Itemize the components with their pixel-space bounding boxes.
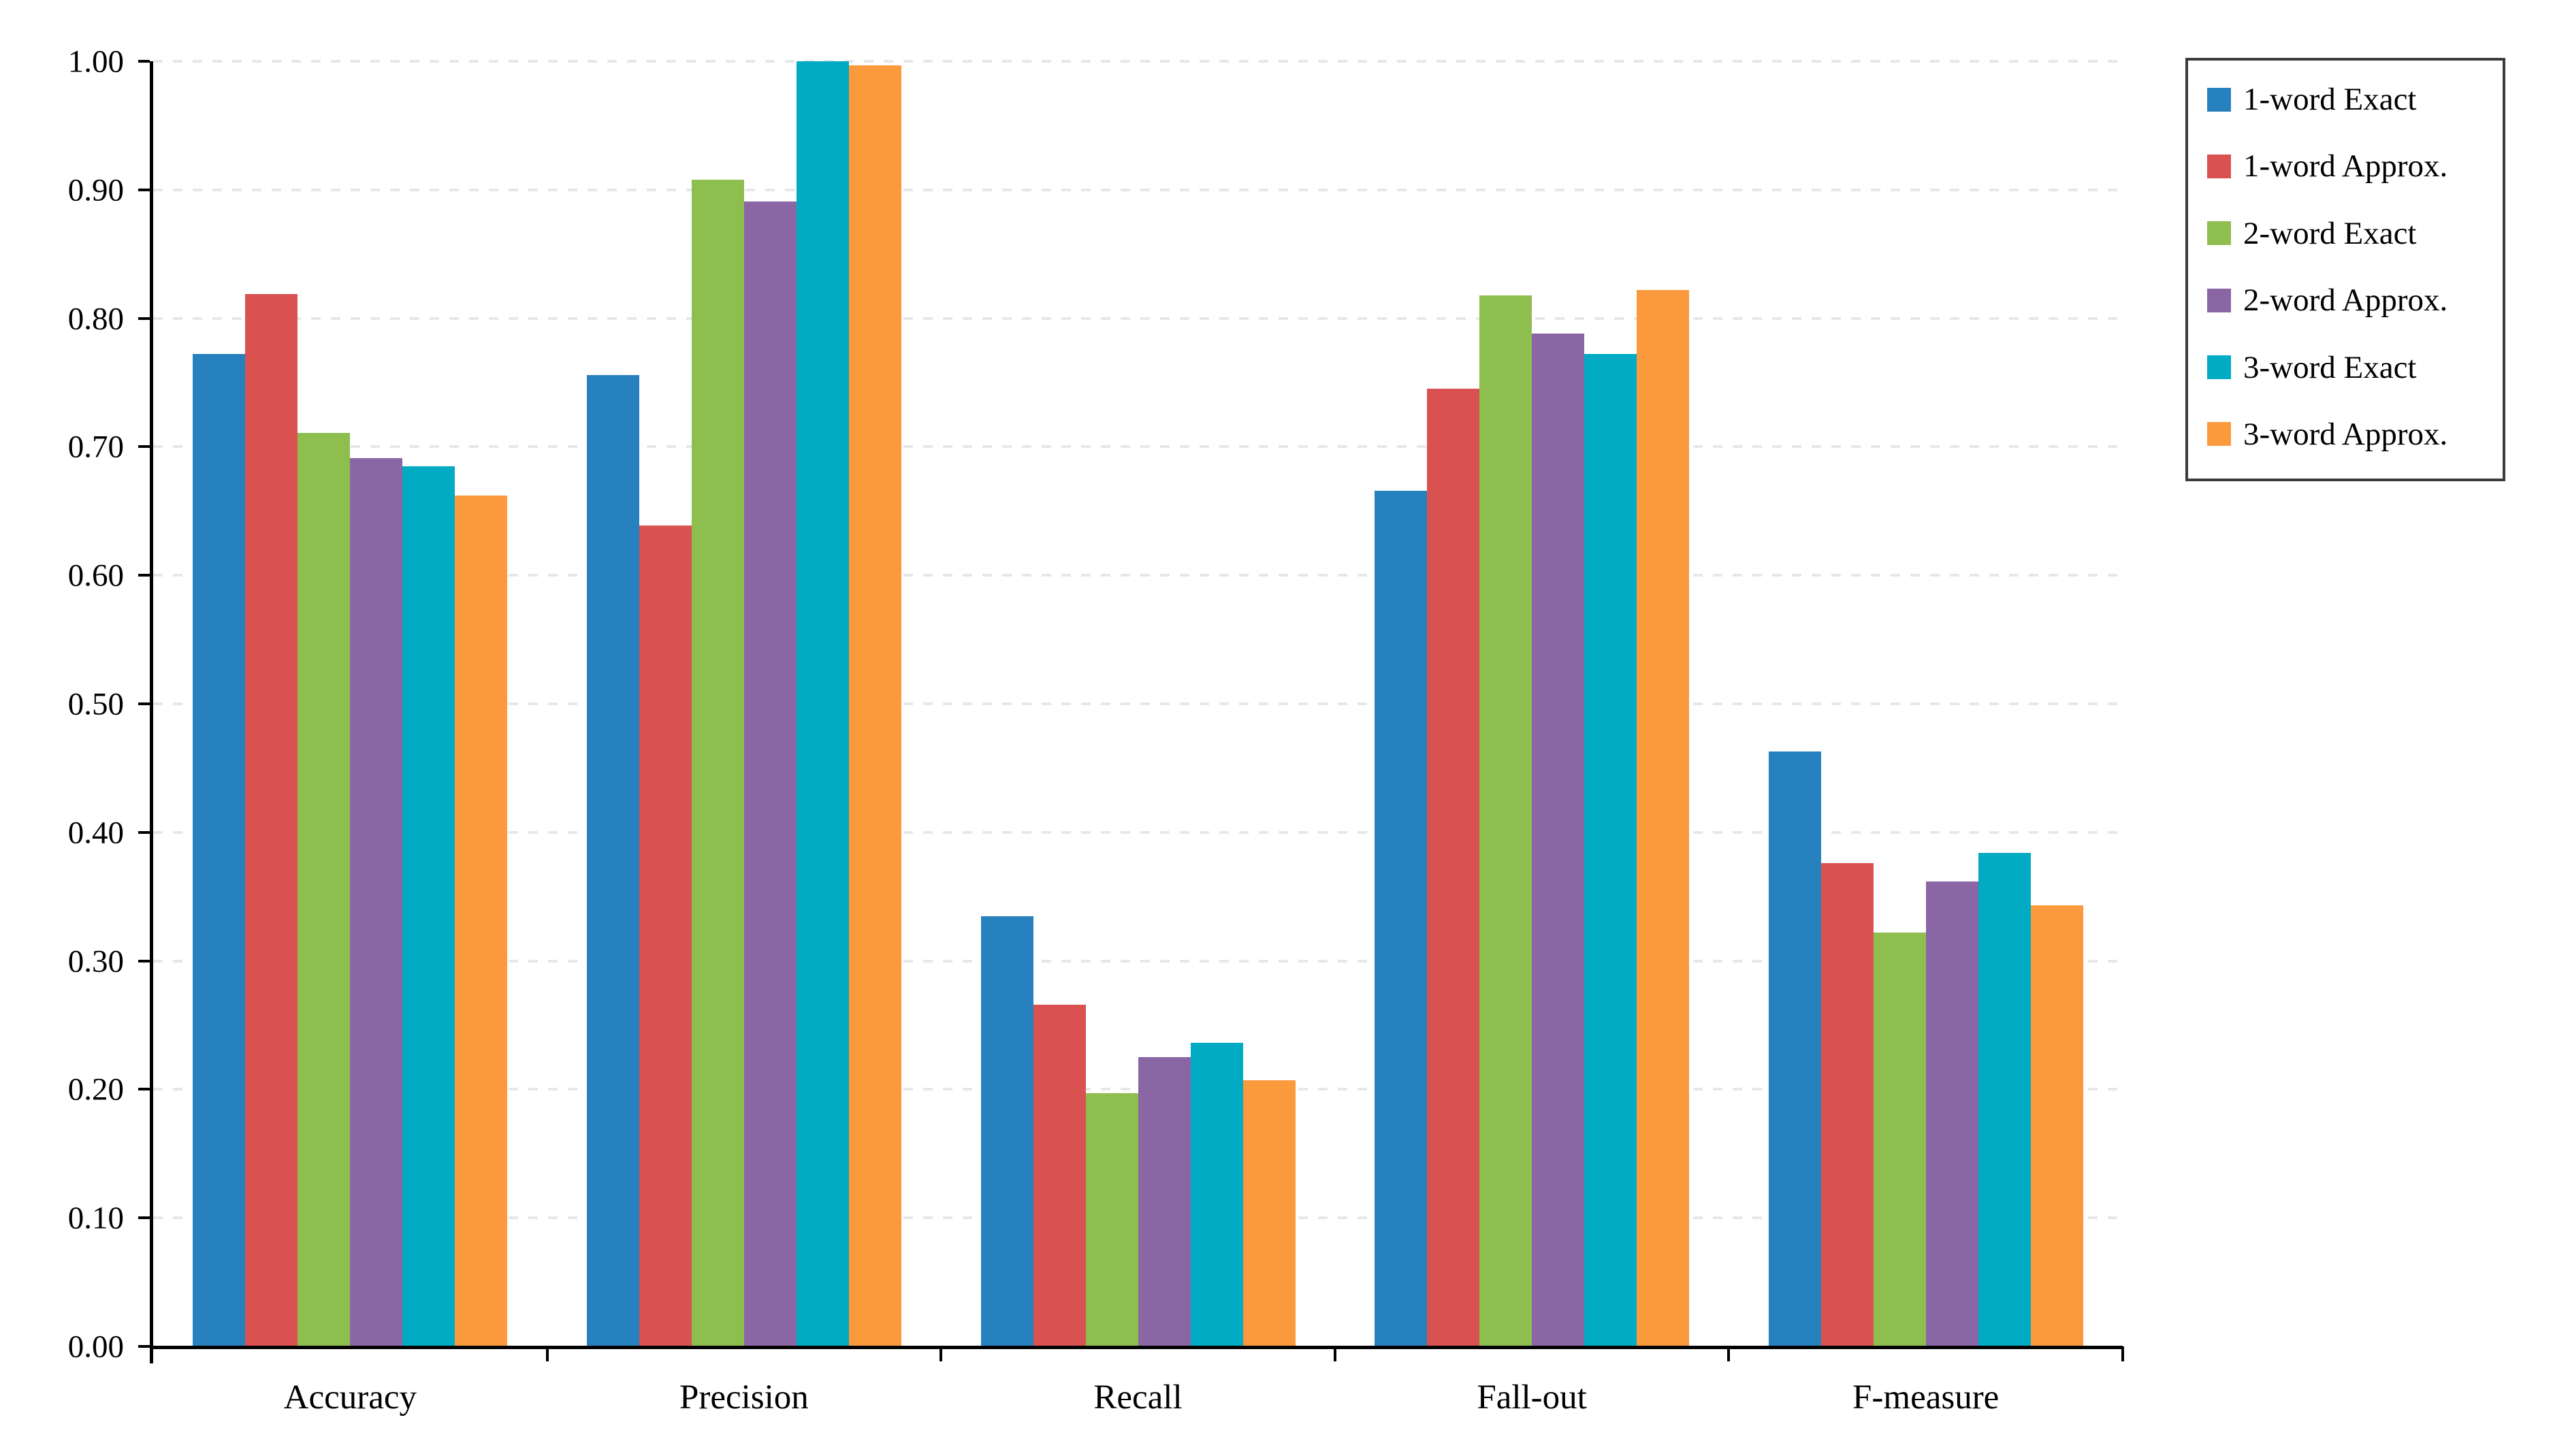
bar-3-word-approx-recall [1243, 1080, 1296, 1346]
legend-label: 3-word Exact [2243, 349, 2417, 385]
bar-3-word-exact-recall [1191, 1043, 1243, 1346]
bar-2-word-approx-fall-out [1532, 334, 1584, 1346]
bar-3-word-approx-fall-out [1637, 290, 1689, 1346]
bar-1-word-exact-precision [587, 375, 639, 1346]
gridline [153, 574, 2123, 577]
y-axis-tick [138, 188, 150, 191]
legend-item: 2-word Approx. [2207, 283, 2496, 317]
bar-1-word-exact-accuracy [193, 354, 245, 1346]
x-axis-tick [1333, 1346, 1336, 1361]
legend-label: 2-word Approx. [2243, 282, 2448, 319]
y-axis-tick [138, 574, 150, 577]
legend-item: 3-word Approx. [2207, 417, 2496, 451]
y-axis-tick [138, 702, 150, 705]
y-axis-line [150, 61, 153, 1363]
bar-1-word-exact-f-measure [1769, 751, 1821, 1346]
x-axis-tick [2121, 1346, 2124, 1361]
bar-3-word-approx-accuracy [455, 496, 507, 1346]
y-axis-tick-label: 0.20 [67, 1071, 124, 1107]
bar-2-word-approx-recall [1138, 1057, 1191, 1346]
bar-3-word-exact-f-measure [1978, 853, 2031, 1346]
legend-label: 1-word Approx. [2243, 148, 2448, 184]
bar-3-word-exact-precision [797, 61, 849, 1346]
bar-1-word-exact-fall-out [1375, 491, 1427, 1346]
bar-2-word-exact-fall-out [1479, 295, 1532, 1346]
bar-3-word-exact-accuracy [402, 466, 455, 1346]
x-axis-line [150, 1346, 2123, 1349]
bar-3-word-exact-fall-out [1584, 354, 1637, 1346]
legend-label: 3-word Approx. [2243, 416, 2448, 452]
y-axis-tick [138, 445, 150, 449]
y-axis-tick [138, 60, 150, 63]
x-axis-category-label: Accuracy [283, 1378, 417, 1417]
legend-label: 1-word Exact [2243, 82, 2417, 117]
y-axis-tick [138, 1216, 150, 1220]
y-axis-tick [138, 830, 150, 834]
bar-1-word-approx-recall [1033, 1005, 1086, 1346]
y-axis-tick-label: 0.70 [67, 429, 124, 465]
bar-1-word-approx-accuracy [245, 294, 298, 1346]
y-axis-tick-label: 0.10 [67, 1200, 124, 1236]
gridline [153, 445, 2123, 449]
gridline [153, 959, 2123, 962]
x-axis-category-label: F-measure [1852, 1378, 2000, 1417]
bar-2-word-exact-f-measure [1874, 933, 1926, 1346]
gridline [153, 830, 2123, 834]
gridline [153, 1088, 2123, 1091]
x-axis-category-label: Recall [1093, 1378, 1183, 1417]
x-axis-category-label: Fall-out [1477, 1378, 1587, 1417]
legend-swatch-icon [2207, 221, 2231, 246]
x-axis-category-label: Precision [679, 1378, 809, 1417]
y-axis-tick-label: 0.30 [67, 943, 124, 980]
y-axis-tick [138, 317, 150, 320]
y-axis-tick-label: 0.90 [67, 172, 124, 208]
y-axis-tick-label: 0.60 [67, 557, 124, 594]
legend-item: 3-word Exact [2207, 351, 2496, 385]
bar-2-word-exact-accuracy [298, 433, 350, 1346]
bar-2-word-approx-accuracy [350, 458, 402, 1346]
gridline [153, 60, 2123, 63]
y-axis-tick-label: 0.40 [67, 815, 124, 851]
bar-1-word-exact-recall [981, 916, 1033, 1346]
bar-1-word-approx-f-measure [1821, 863, 1874, 1346]
x-axis-tick [545, 1346, 549, 1361]
bar-2-word-approx-f-measure [1926, 881, 1978, 1346]
x-axis-tick [1727, 1346, 1731, 1361]
legend-swatch-icon [2207, 288, 2231, 312]
y-axis-tick [138, 959, 150, 962]
legend: 1-word Exact 1-word Approx. 2-word Exact 2-… [2185, 58, 2505, 481]
y-axis-tick-label: 0.00 [67, 1329, 124, 1365]
legend-label: 2-word Exact [2243, 215, 2417, 251]
legend-item: 1-word Approx. [2207, 149, 2496, 183]
bar-1-word-approx-fall-out [1427, 389, 1479, 1346]
bar-3-word-approx-f-measure [2031, 905, 2083, 1346]
bar-2-word-exact-precision [692, 180, 744, 1346]
bar-2-word-exact-recall [1086, 1093, 1138, 1346]
y-axis-tick-label: 0.50 [67, 686, 124, 722]
legend-swatch-icon [2207, 87, 2231, 112]
bar-2-word-approx-precision [744, 201, 797, 1346]
legend-swatch-icon [2207, 422, 2231, 447]
y-axis-tick-label: 1.00 [67, 44, 124, 80]
y-axis-tick [138, 1088, 150, 1091]
y-axis-tick-label: 0.80 [67, 301, 124, 337]
bar-3-word-approx-precision [849, 65, 901, 1346]
legend-item: 1-word Exact [2207, 82, 2496, 116]
gridline [153, 317, 2123, 320]
bar-1-word-approx-precision [639, 525, 692, 1346]
x-axis-tick [940, 1346, 943, 1361]
gridline [153, 188, 2123, 191]
legend-swatch-icon [2207, 355, 2231, 380]
legend-item: 2-word Exact [2207, 216, 2496, 250]
gridline [153, 702, 2123, 705]
y-axis-tick [138, 1345, 150, 1348]
legend-swatch-icon [2207, 154, 2231, 178]
